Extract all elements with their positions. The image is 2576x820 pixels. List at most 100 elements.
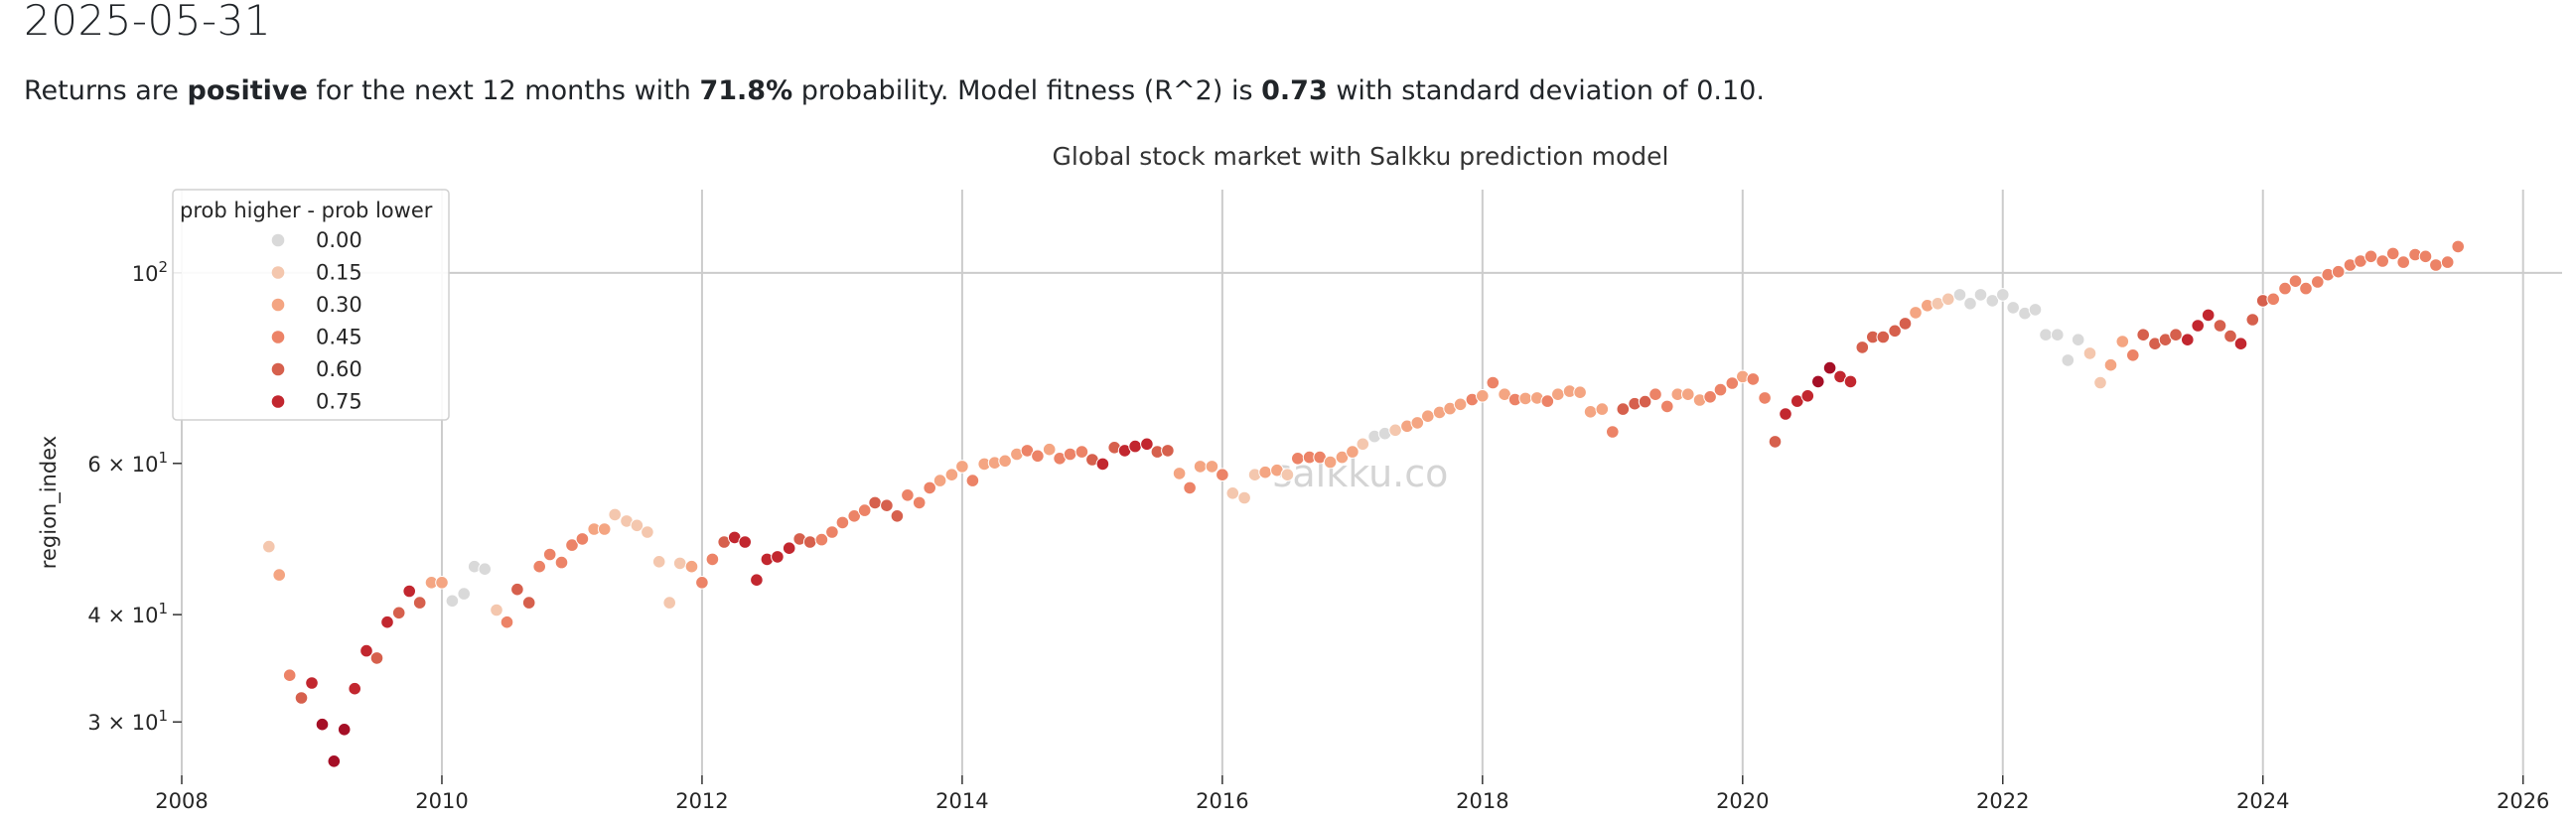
y-tick-label: 4 × 101 bbox=[87, 600, 168, 627]
data-point bbox=[2223, 329, 2237, 343]
data-point bbox=[2071, 333, 2085, 346]
data-point bbox=[412, 596, 427, 610]
data-point bbox=[2245, 313, 2260, 327]
data-point bbox=[445, 594, 460, 609]
data-point bbox=[1291, 452, 1305, 466]
x-tick-label: 2008 bbox=[155, 789, 208, 813]
data-point bbox=[327, 754, 342, 768]
data-point bbox=[2429, 258, 2443, 272]
data-point bbox=[2028, 303, 2043, 317]
data-point bbox=[695, 576, 709, 590]
data-point bbox=[1973, 288, 1988, 302]
data-point bbox=[2126, 348, 2140, 362]
data-point bbox=[262, 539, 276, 554]
data-point bbox=[1952, 288, 1967, 302]
data-point bbox=[1703, 390, 1717, 404]
data-point bbox=[814, 532, 829, 547]
data-point bbox=[2213, 319, 2227, 333]
data-point bbox=[965, 474, 980, 487]
y-tick-label: 102 bbox=[132, 258, 168, 286]
std-value: 0.10 bbox=[1696, 75, 1757, 106]
data-point bbox=[1323, 455, 1338, 470]
data-point bbox=[1476, 389, 1490, 403]
x-tick-label: 2010 bbox=[415, 789, 468, 813]
x-tick-label: 2020 bbox=[1716, 789, 1769, 813]
data-point bbox=[1888, 324, 1902, 339]
data-point bbox=[1963, 297, 1977, 311]
chart-title: Global stock market with Salkku predicti… bbox=[1053, 142, 1669, 171]
data-point bbox=[857, 503, 872, 517]
data-point bbox=[597, 522, 612, 536]
y-tick-label: 6 × 101 bbox=[87, 449, 168, 477]
data-point bbox=[2181, 333, 2195, 346]
prediction-summary: Returns are positive for the next 12 mon… bbox=[24, 75, 1765, 106]
legend-marker bbox=[271, 233, 285, 247]
data-point bbox=[1280, 468, 1295, 482]
data-point bbox=[1648, 387, 1662, 402]
data-point bbox=[2451, 239, 2465, 254]
data-point bbox=[1811, 374, 1825, 389]
data-point bbox=[1681, 387, 1695, 402]
return-direction: positive bbox=[187, 75, 308, 106]
data-point bbox=[847, 509, 862, 523]
data-point bbox=[912, 495, 927, 510]
data-point bbox=[1258, 465, 1272, 479]
data-point bbox=[554, 555, 569, 570]
data-point bbox=[542, 547, 557, 562]
x-tick-label: 2016 bbox=[1196, 789, 1248, 813]
data-point bbox=[2266, 292, 2280, 307]
legend-label: 0.30 bbox=[316, 293, 362, 317]
legend-marker bbox=[271, 362, 285, 376]
data-point bbox=[782, 541, 796, 556]
data-point bbox=[1725, 376, 1740, 390]
summary-text-4: with standard deviation of bbox=[1327, 75, 1697, 106]
data-point bbox=[2191, 319, 2205, 333]
data-point bbox=[359, 643, 373, 658]
data-point bbox=[510, 582, 524, 597]
data-point bbox=[1616, 402, 1631, 416]
data-point bbox=[1335, 450, 1350, 465]
summary-text-5: . bbox=[1756, 75, 1765, 106]
data-point bbox=[608, 507, 623, 522]
data-point bbox=[380, 615, 394, 629]
legend-box bbox=[172, 189, 450, 421]
data-point bbox=[2136, 328, 2150, 342]
y-axis-label: region_index bbox=[37, 436, 62, 569]
data-point bbox=[1128, 439, 1142, 454]
data-point bbox=[2385, 246, 2400, 261]
data-point bbox=[1660, 399, 1674, 414]
data-point bbox=[337, 723, 352, 737]
data-point bbox=[2288, 274, 2303, 288]
data-point bbox=[348, 681, 362, 696]
data-point bbox=[750, 573, 764, 588]
data-point bbox=[825, 525, 839, 539]
data-point bbox=[1031, 449, 1045, 464]
data-point bbox=[369, 651, 384, 665]
data-point bbox=[2418, 249, 2433, 264]
data-point bbox=[1638, 394, 1652, 409]
x-tick-label: 2026 bbox=[2497, 789, 2549, 813]
legend-label: 0.45 bbox=[316, 326, 362, 349]
data-point bbox=[478, 562, 493, 577]
data-point bbox=[738, 535, 753, 549]
data-points bbox=[262, 239, 2465, 768]
data-point bbox=[802, 535, 817, 549]
data-point bbox=[1713, 382, 1728, 397]
data-point bbox=[457, 587, 472, 601]
data-point bbox=[272, 568, 287, 582]
data-point bbox=[672, 556, 687, 571]
legend-entries: 0.00 0.15 0.30 0.45 0.60 0.75 bbox=[271, 228, 362, 414]
data-point bbox=[641, 525, 654, 539]
data-point bbox=[1941, 292, 1955, 307]
data-point bbox=[1237, 490, 1251, 505]
data-point bbox=[1063, 447, 1077, 462]
data-point bbox=[391, 606, 406, 620]
summary-text-2: for the next 12 months with bbox=[307, 75, 700, 106]
data-point bbox=[2201, 308, 2216, 323]
data-point bbox=[2311, 275, 2325, 289]
data-point bbox=[1388, 423, 1402, 438]
data-point bbox=[1758, 391, 1772, 405]
data-point bbox=[1540, 394, 1555, 408]
data-point bbox=[2061, 353, 2075, 367]
data-point bbox=[1193, 460, 1208, 474]
